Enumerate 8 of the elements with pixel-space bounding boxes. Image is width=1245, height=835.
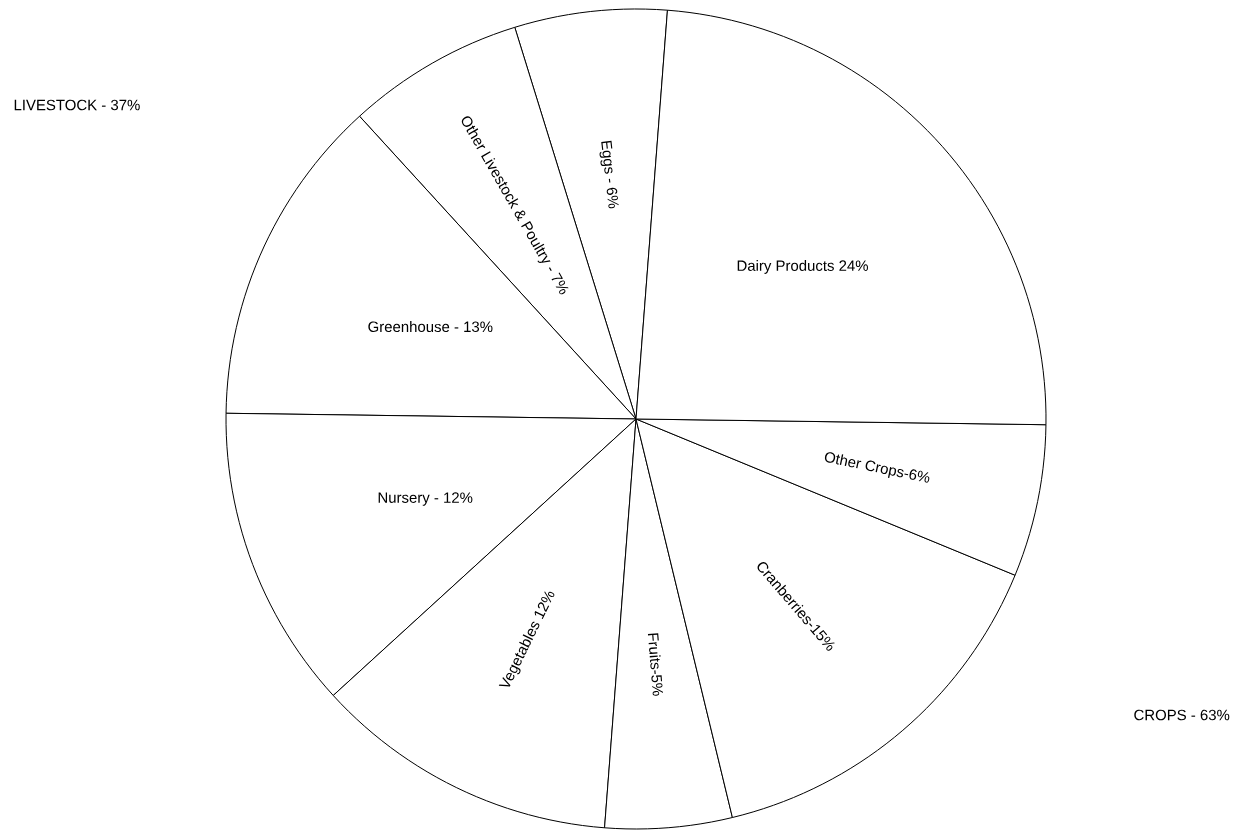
text: CROPS - 63% bbox=[1134, 709, 1230, 721]
slice-label: Greenhouse - 13% bbox=[368, 321, 493, 333]
slice-label: Fruits-5% bbox=[647, 633, 663, 696]
text: LIVESTOCK - 37% bbox=[14, 99, 140, 111]
slice-label: Dairy Products 24% bbox=[737, 259, 868, 274]
slice-label: Nursery - 12% bbox=[378, 492, 473, 506]
slice-label: Eggs - 6% bbox=[599, 140, 619, 209]
slice-label: Other Crops-6% bbox=[824, 452, 930, 483]
